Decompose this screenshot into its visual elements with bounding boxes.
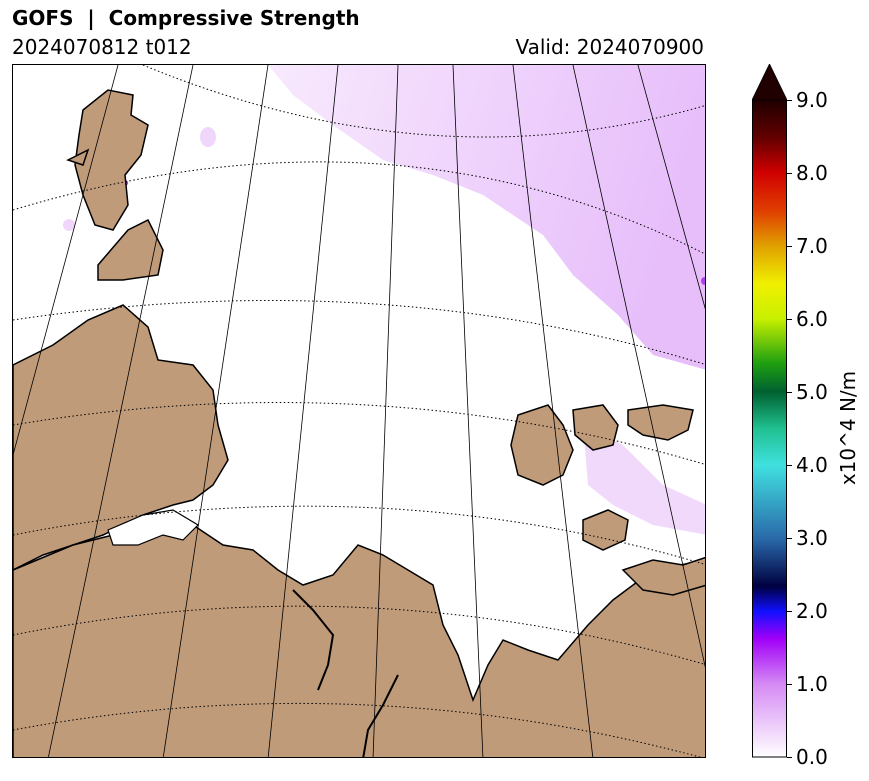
valid-time-label: Valid: 2024070900 — [515, 35, 704, 59]
map-panel — [12, 64, 706, 758]
island-pen-east — [621, 556, 705, 596]
colorbar-tick-mark — [787, 246, 792, 247]
colorbar-tick-label: 5.0 — [796, 380, 828, 404]
colorbar-tick-mark — [787, 757, 792, 758]
colorbar-tick-label: 2.0 — [796, 599, 828, 623]
colorbar-tick-mark — [787, 319, 792, 320]
colorbar-tick-mark — [787, 684, 792, 685]
colorbar-tick-label: 6.0 — [796, 307, 828, 331]
colorbar-tick-label: 9.0 — [796, 88, 828, 112]
colorbar-tick-mark — [787, 611, 792, 612]
ice-field-patch-small — [63, 219, 75, 231]
run-time-label: 2024070812 t012 — [12, 35, 192, 59]
river — [292, 589, 335, 691]
island-small — [66, 148, 90, 166]
colorbar-tick-label: 3.0 — [796, 526, 828, 550]
colorbar-tick-label: 8.0 — [796, 161, 828, 185]
colorbar-tick-mark — [787, 100, 792, 101]
river — [362, 674, 399, 757]
map-canvas — [13, 65, 705, 757]
ice-field-patch-small — [200, 127, 216, 147]
mainland-south — [13, 519, 705, 757]
island-southwest — [97, 218, 164, 281]
colorbar-tick-mark — [787, 465, 792, 466]
ice-field-north — [268, 65, 705, 370]
graticule-parallels — [13, 65, 705, 757]
ice-field-patch-east — [583, 425, 705, 535]
island-east-mid — [572, 404, 619, 451]
land-layer — [13, 89, 705, 757]
colorbar-tick-label: 1.0 — [796, 672, 828, 696]
colorbar — [752, 64, 787, 758]
colorbar-tick-mark — [787, 538, 792, 539]
colorbar-gradient — [752, 99, 787, 758]
colorbar-tick-mark — [787, 173, 792, 174]
island-east-large — [510, 404, 574, 486]
colorbar-label: x10^4 N/m — [836, 370, 860, 486]
colorbar-extend-arrow — [752, 64, 787, 101]
island-east-far — [627, 404, 694, 441]
graticule-meridians — [13, 65, 705, 757]
ice-strength-spot — [701, 277, 705, 285]
colorbar-tick-label: 7.0 — [796, 234, 828, 258]
colorbar-tick-mark — [787, 392, 792, 393]
map-title: GOFS | Compressive Strength — [12, 6, 360, 30]
island-north-west — [74, 89, 149, 231]
island-east-south — [582, 509, 629, 551]
colorbar-tick-label: 4.0 — [796, 453, 828, 477]
colorbar-tick-label: 0.0 — [796, 745, 828, 769]
white-sea — [107, 509, 199, 546]
